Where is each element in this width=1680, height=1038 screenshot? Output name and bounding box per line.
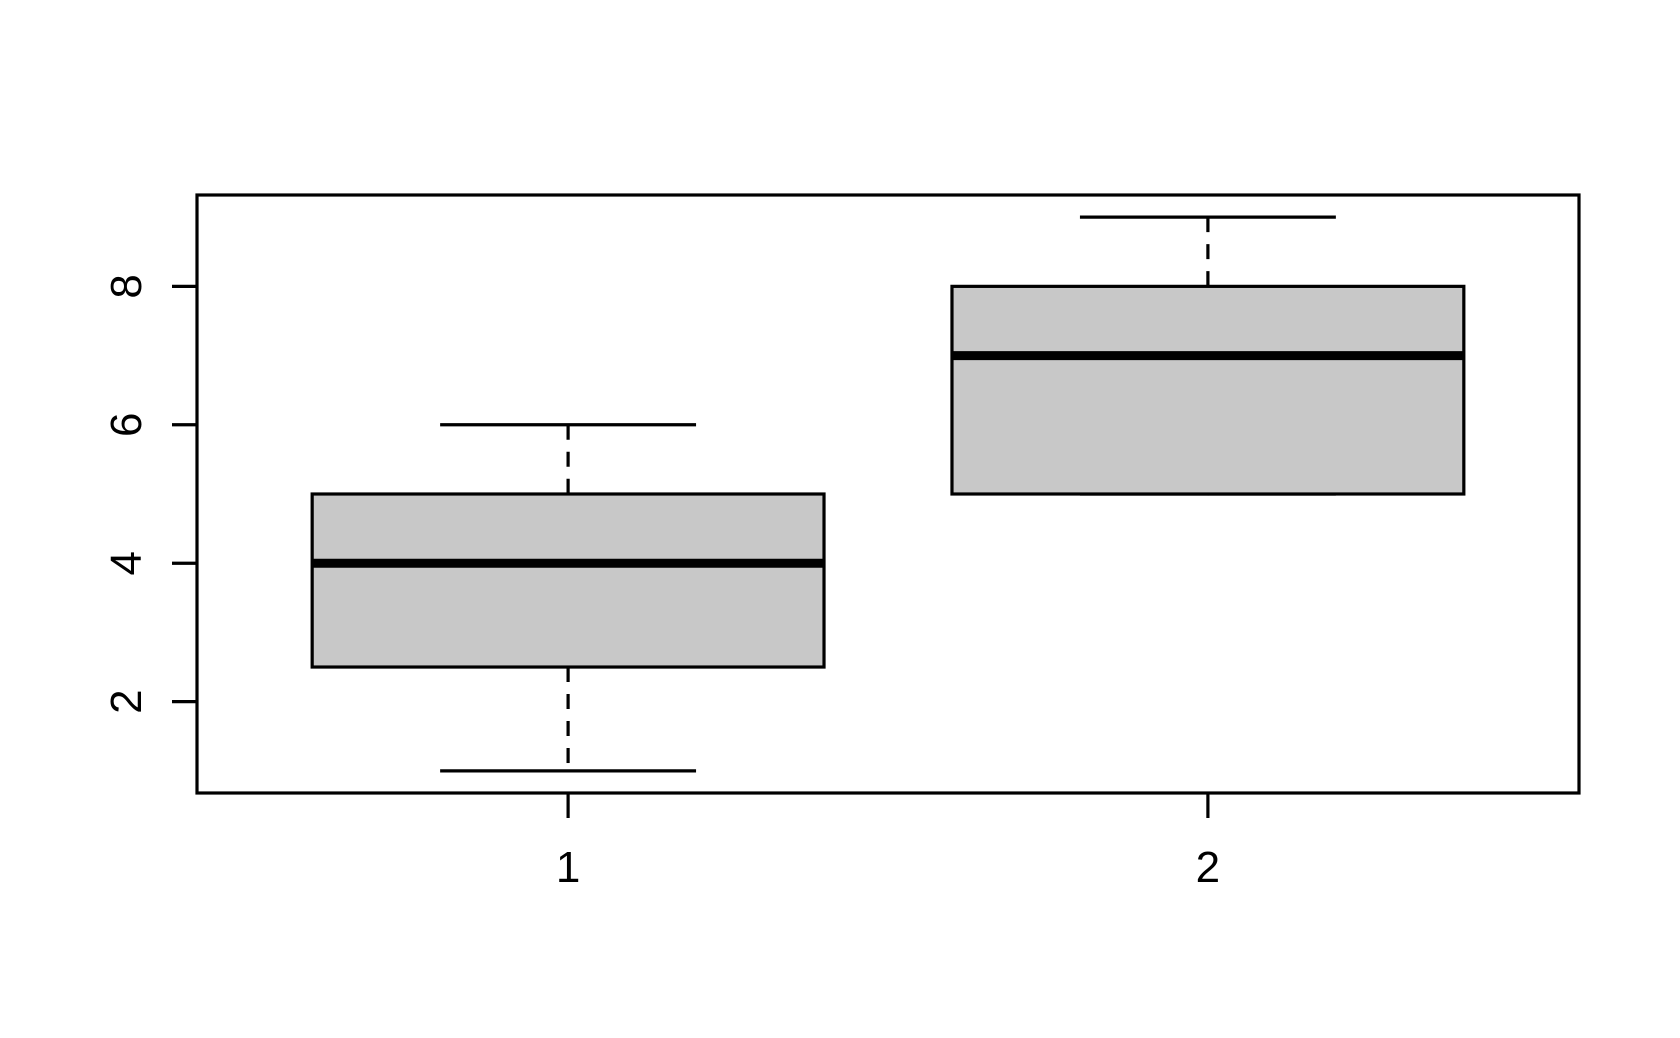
- iqr-box: [950, 284, 1466, 496]
- y-axis-tick-label: 6: [102, 413, 151, 437]
- x-axis-tick-label: 1: [556, 843, 580, 892]
- y-axis-tick-label: 8: [102, 274, 151, 298]
- x-axis-tick-label: 2: [1196, 843, 1220, 892]
- y-axis-tick-label: 4: [102, 551, 151, 575]
- iqr-box: [310, 492, 826, 669]
- plot-border: [195, 193, 1581, 795]
- y-axis-tick-label: 2: [102, 689, 151, 713]
- boxplot-group-1: [310, 423, 826, 773]
- boxplot-group-2: [950, 215, 1466, 496]
